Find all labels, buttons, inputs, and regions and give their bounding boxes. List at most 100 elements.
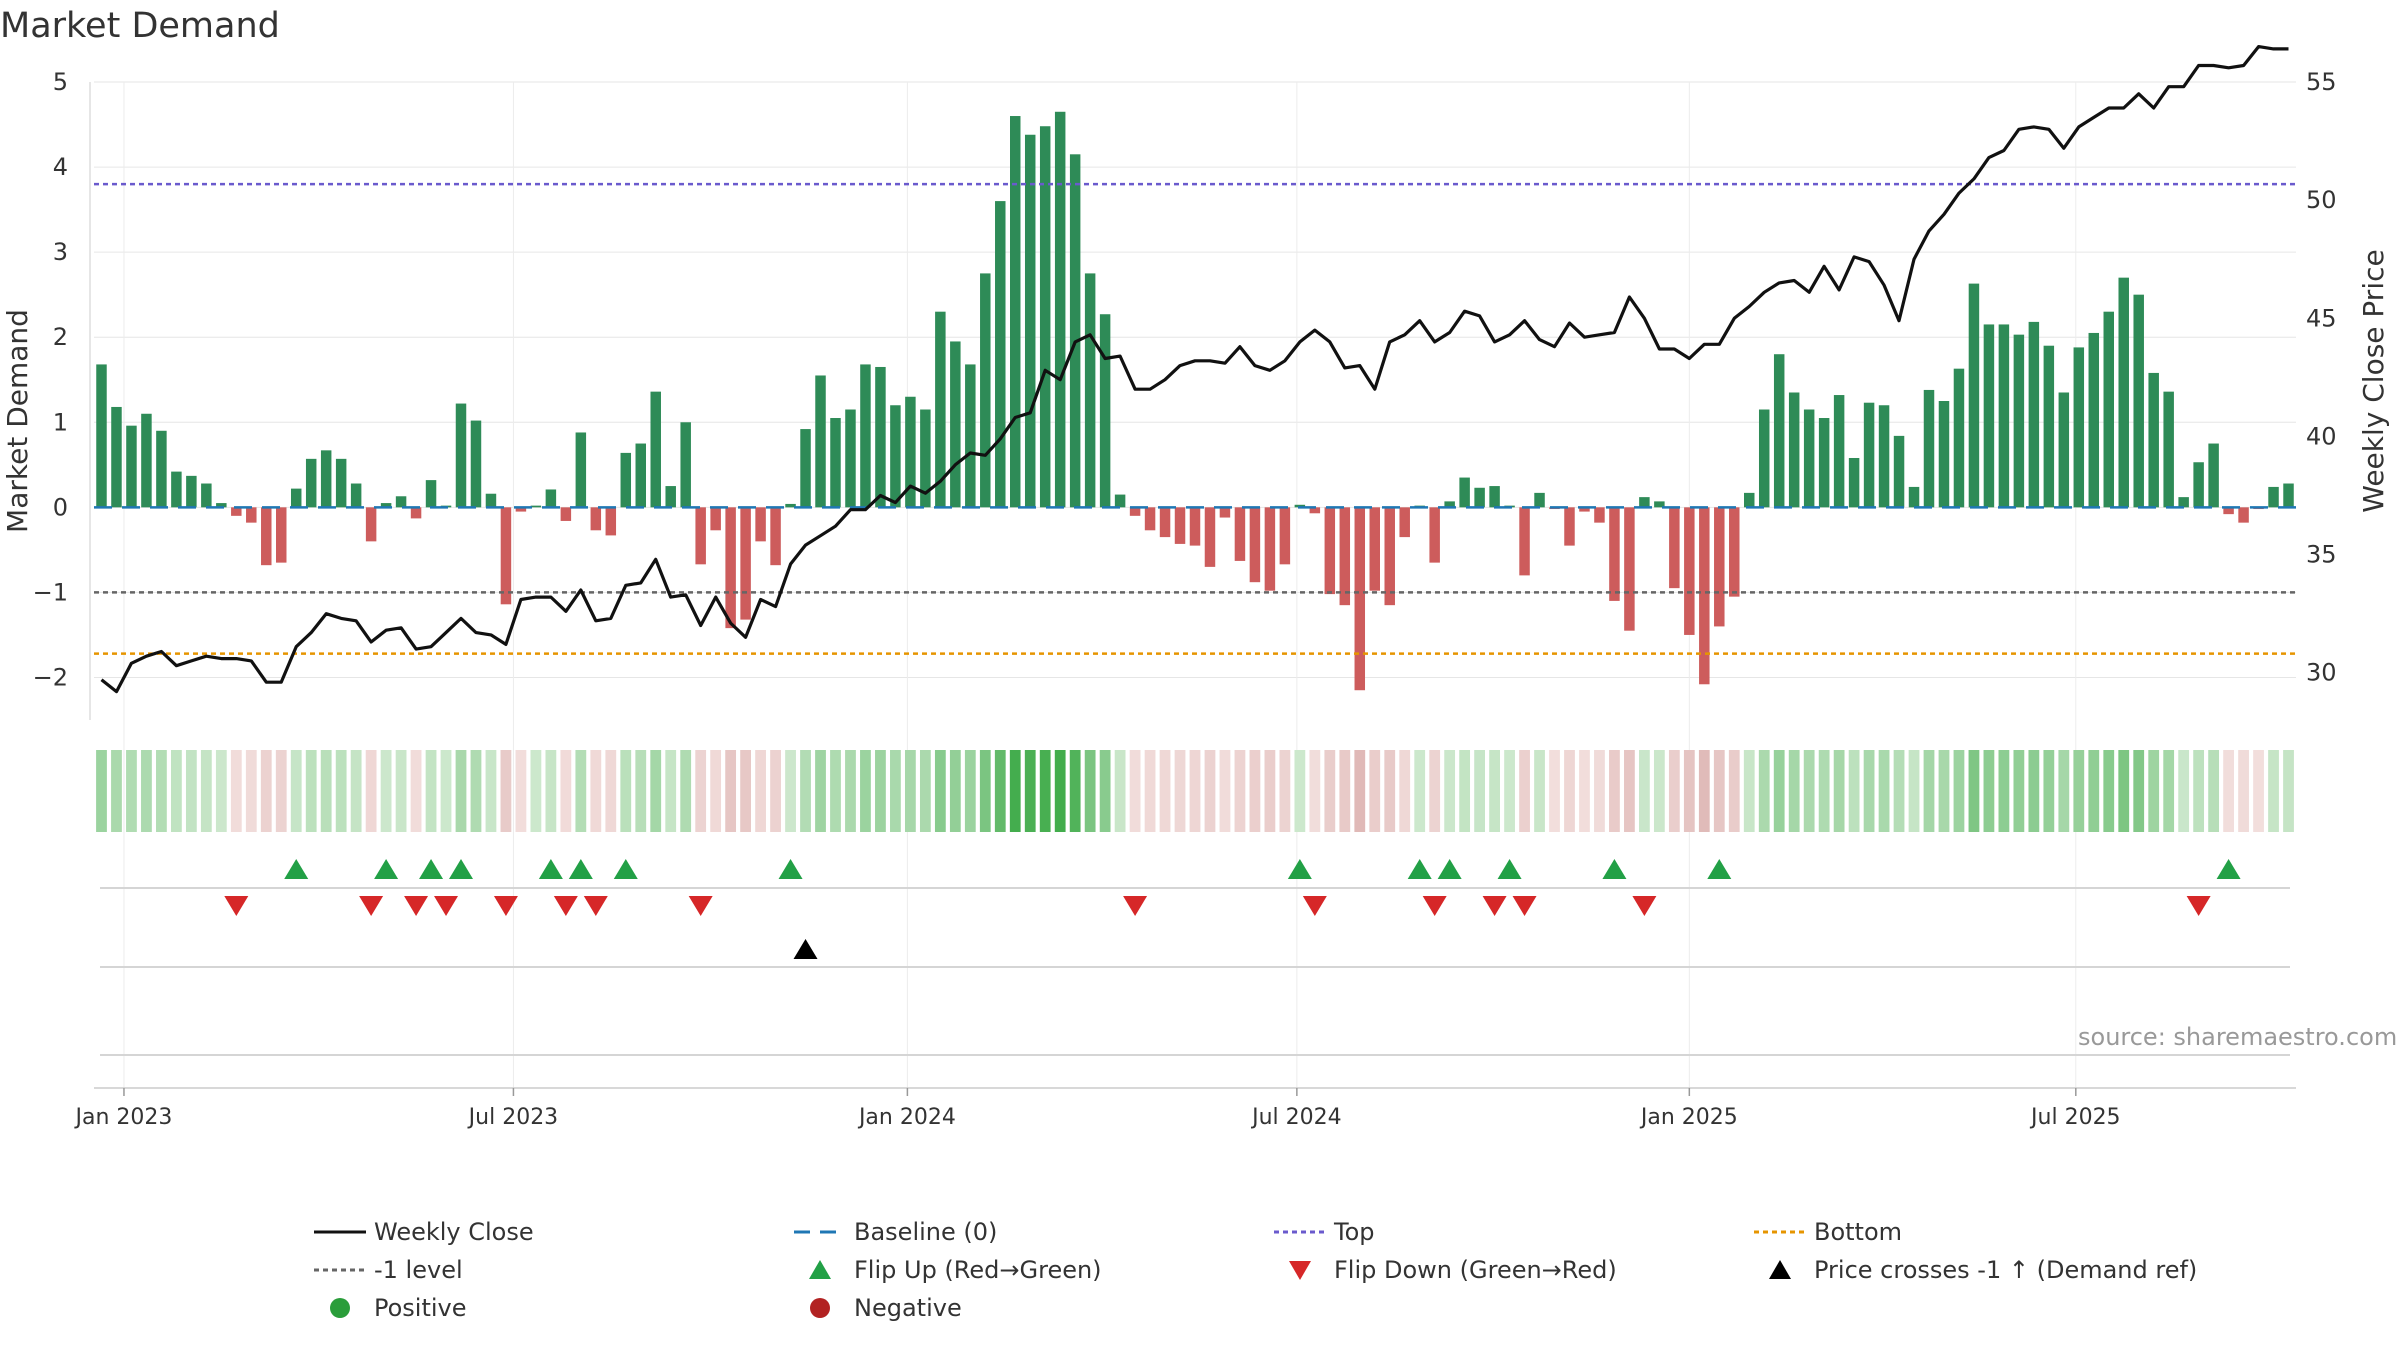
flip-down-marker (583, 896, 608, 916)
demand-bar (650, 391, 661, 508)
demand-bar (2178, 497, 2189, 508)
demand-bar (830, 418, 841, 508)
legend-item-minus1: -1 level (300, 1253, 463, 1287)
demand-bar (2223, 507, 2234, 515)
y-tick-label: −1 (33, 578, 68, 606)
flip-up-marker (449, 859, 473, 879)
demand-bar (770, 507, 781, 566)
heat-cell (545, 750, 557, 832)
demand-bar (1609, 507, 1620, 601)
demand-bar (1054, 111, 1066, 508)
y-tick-label: 4 (53, 153, 68, 181)
demand-bar (725, 507, 736, 629)
demand-bar (2163, 391, 2174, 508)
heat-cell (2178, 750, 2190, 832)
heat-cell (815, 750, 826, 832)
heat-cell (2118, 750, 2130, 832)
heat-cell (320, 750, 332, 832)
flip-up-marker (613, 859, 638, 879)
legend-symbol-bottom (1740, 1217, 1810, 1247)
demand-bar (1384, 507, 1395, 606)
demand-bar (2028, 321, 2040, 508)
heat-cell (185, 750, 197, 832)
demand-bar (635, 443, 646, 508)
heat-cell (964, 750, 976, 832)
flip-up-marker (419, 859, 444, 879)
x-tick-label: Jan 2025 (1639, 1105, 1738, 1130)
legend-label: Flip Up (Red→Green) (854, 1256, 1102, 1284)
heat-cell (2238, 750, 2249, 832)
heat-cell (1279, 750, 1291, 832)
heat-cell (1489, 750, 1500, 832)
demand-bar (485, 493, 497, 508)
heat-cell (1653, 750, 1665, 832)
heat-cell (1114, 750, 1126, 832)
demand-bar (126, 425, 137, 508)
legend-symbol-flip-up (780, 1255, 850, 1285)
y2-tick-label: 55 (2306, 68, 2337, 96)
flip-up-marker (778, 859, 803, 879)
legend-symbol-baseline (780, 1217, 850, 1247)
heat-cell (2088, 750, 2100, 832)
legend-label: Negative (854, 1294, 962, 1322)
heat-cell (350, 750, 362, 832)
demand-bar (1099, 314, 1111, 508)
demand-bar (2148, 372, 2159, 508)
heat-cell (1609, 750, 1620, 832)
heat-cell (1953, 750, 1965, 832)
heat-cell (1848, 750, 1860, 832)
heat-cell (1174, 750, 1186, 832)
demand-bar (515, 507, 527, 512)
weekly-close-line (100, 45, 2289, 694)
demand-bar (560, 507, 572, 521)
demand-bar (1998, 324, 2010, 508)
heat-cell (800, 750, 811, 832)
demand-bar (1639, 497, 1650, 508)
flip-up-marker (1602, 859, 1627, 879)
demand-bar (290, 488, 302, 508)
heat-cell (1788, 750, 1800, 832)
heat-cell (1084, 750, 1096, 832)
demand-bar (1863, 402, 1875, 508)
y2-tick-label: 40 (2306, 422, 2337, 450)
heat-cell (590, 750, 602, 832)
heat-cell (500, 750, 512, 832)
flip-down-marker (1302, 896, 1327, 916)
heat-cell (979, 750, 991, 832)
demand-bar (995, 201, 1006, 508)
flip-down-marker (359, 896, 384, 916)
heat-cell (1054, 750, 1066, 832)
heat-cell (2028, 750, 2040, 832)
demand-bar (1459, 477, 1470, 508)
demand-bar (1399, 507, 1410, 538)
demand-bar (1893, 435, 1905, 508)
legend-item-negative: Negative (780, 1291, 962, 1325)
legend-label: Bottom (1814, 1218, 1903, 1246)
heat-cell (156, 750, 167, 832)
demand-bar (455, 403, 467, 508)
demand-bar (276, 507, 287, 563)
legend-label: -1 level (374, 1256, 463, 1284)
heat-cell (1429, 750, 1441, 832)
demand-bar (1729, 507, 1740, 597)
y-tick-label: −2 (33, 663, 68, 691)
heat-cell (1324, 750, 1336, 832)
demand-bar (1219, 507, 1231, 518)
heat-cell (1773, 750, 1785, 832)
heat-cell (1204, 750, 1216, 832)
heat-cell (1983, 750, 1995, 832)
legend-symbol-price-cross (1740, 1255, 1810, 1285)
heat-cell (305, 750, 317, 832)
source-note: source: sharemaestro.com (2078, 1023, 2398, 1051)
demand-bar (1699, 507, 1710, 685)
demand-bar (1833, 395, 1845, 508)
demand-bar (1369, 507, 1380, 591)
demand-bar (216, 503, 227, 508)
demand-bar (545, 489, 557, 508)
heat-cell (740, 750, 752, 832)
demand-bar (1744, 492, 1755, 508)
flip-down-marker (434, 896, 459, 916)
heat-cell (1534, 750, 1545, 832)
demand-bar (2013, 334, 2025, 508)
